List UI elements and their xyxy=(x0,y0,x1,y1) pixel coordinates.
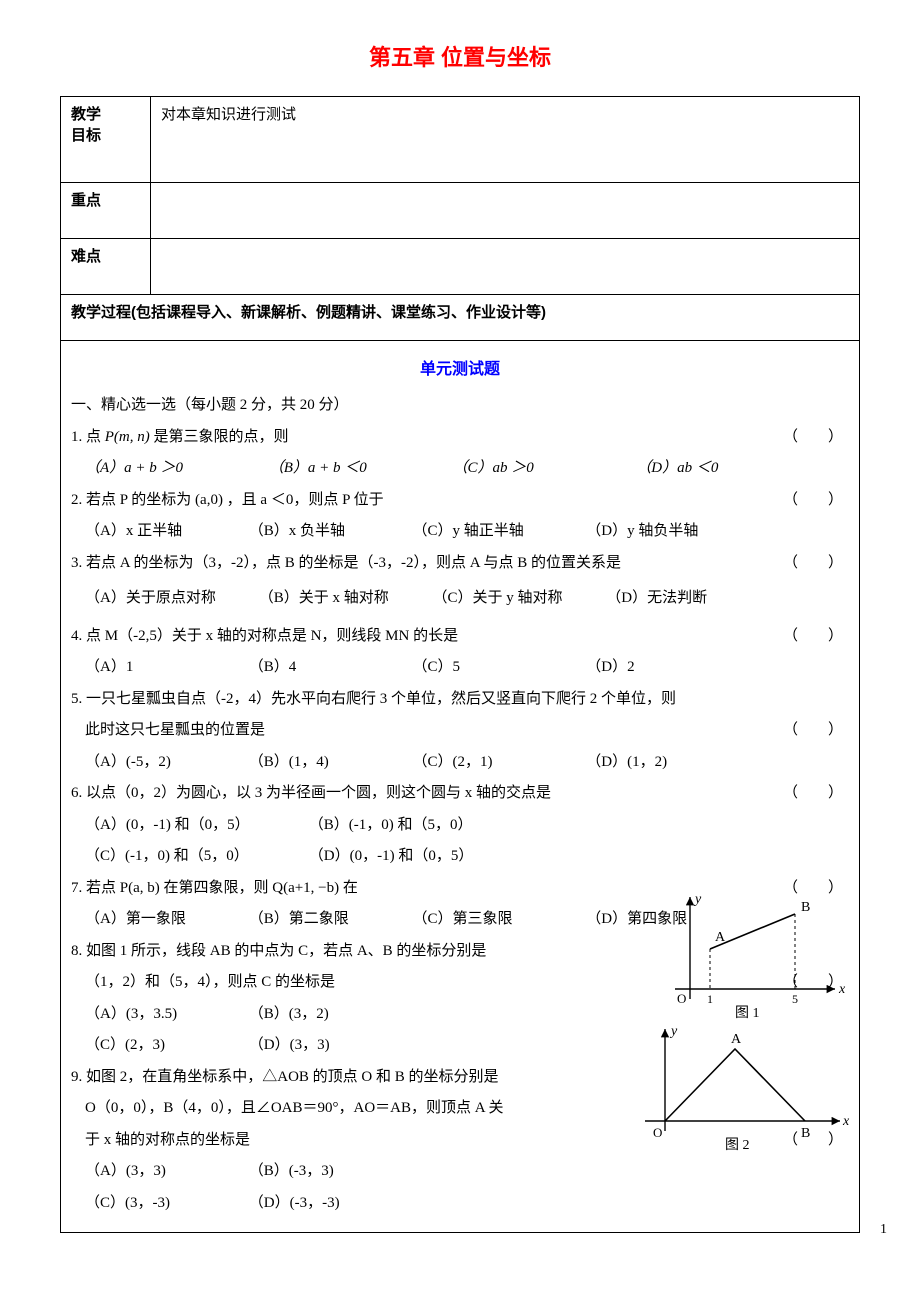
q1-pre: 1. 点 xyxy=(71,429,105,445)
q7-stem: 7. 若点 P(a, b) 在第四象限，则 Q(a+1, −b) 在 xyxy=(71,880,358,896)
q1-b: （B）a + b ＜0 xyxy=(269,456,449,482)
q5-text1: 5. 一只七星瓢虫自点（-2，4）先水平向右爬行 3 个单位，然后又竖直向下爬行… xyxy=(71,687,849,713)
q7-b: （B）第二象限 xyxy=(249,907,409,933)
q3-options: （A）关于原点对称 （B）关于 x 轴对称 （C）关于 y 轴对称 （D）无法判… xyxy=(71,586,849,612)
part1-header: 一、精心选一选（每小题 2 分，共 20 分） xyxy=(71,393,849,419)
q1-d: （D）ab ＜0 xyxy=(636,456,718,482)
fig2-O: O xyxy=(653,1125,662,1140)
q4-blank: （ ） xyxy=(783,624,843,650)
fig1-y: y xyxy=(693,892,702,907)
content-box: 单元测试题 一、精心选一选（每小题 2 分，共 20 分） 1. 点 P(m, … xyxy=(60,341,860,1233)
fig1-O: O xyxy=(677,991,686,1006)
q5-a: （A）(-5，2) xyxy=(85,750,245,776)
q4-c: （C）5 xyxy=(413,655,583,681)
q4-b: （B）4 xyxy=(249,655,409,681)
q2-stem: 2. 若点 P 的坐标为 (a,0) ，且 a ＜0，则点 P 位于 xyxy=(71,492,384,508)
q3-c: （C）关于 y 轴对称 xyxy=(433,586,603,612)
fig1-B: B xyxy=(801,900,810,915)
q1-a: （A）a + b ＞0 xyxy=(85,456,265,482)
fig1-caption: 图 1 xyxy=(735,1006,760,1019)
q8-b: （B）(3，2) xyxy=(249,1002,329,1028)
q8-d: （D）(3，3) xyxy=(249,1033,330,1059)
q2-c: （C）y 轴正半轴 xyxy=(413,519,583,545)
q9-options-row1: （A）(3，3) （B）(-3，3) xyxy=(71,1159,849,1185)
q5-d: （D）(1，2) xyxy=(586,750,667,776)
q3-text: 3. 若点 A 的坐标为（3，-2），点 B 的坐标是（-3，-2），则点 A … xyxy=(71,551,849,577)
fig1-x: x xyxy=(838,982,846,997)
q6-blank: （ ） xyxy=(783,781,843,807)
chapter-title: 第五章 位置与坐标 xyxy=(60,40,860,72)
q7-a: （A）第一象限 xyxy=(85,907,245,933)
q1-blank: （ ） xyxy=(783,425,843,451)
q6-a: （A）(0，-1) 和（0，5） xyxy=(85,813,305,839)
q9-a: （A）(3，3) xyxy=(85,1159,245,1185)
q9-d: （D）(-3，-3) xyxy=(249,1191,340,1217)
q1-post: 是第三象限的点，则 xyxy=(150,429,289,445)
fig1-t5: 5 xyxy=(792,992,798,1006)
q3-stem: 3. 若点 A 的坐标为（3，-2），点 B 的坐标是（-3，-2），则点 A … xyxy=(71,555,621,571)
fig1-A: A xyxy=(715,930,726,945)
q2-options: （A）x 正半轴 （B）x 负半轴 （C）y 轴正半轴 （D）y 轴负半轴 xyxy=(71,519,849,545)
q6-stem: 6. 以点（0，2）为圆心，以 3 为半径画一个圆，则这个圆与 x 轴的交点是 xyxy=(71,785,551,801)
meta-process: 教学过程(包括课程导入、新课解析、例题精讲、课堂练习、作业设计等) xyxy=(61,295,860,341)
q9-stem3: 于 x 轴的对称点的坐标是 xyxy=(85,1132,250,1148)
q8-c: （C）(2，3) xyxy=(85,1033,245,1059)
q3-a: （A）关于原点对称 xyxy=(85,586,255,612)
q2-text: 2. 若点 P 的坐标为 (a,0) ，且 a ＜0，则点 P 位于 （ ） xyxy=(71,488,849,514)
q2-blank: （ ） xyxy=(783,488,843,514)
q6-text: 6. 以点（0，2）为圆心，以 3 为半径画一个圆，则这个圆与 x 轴的交点是 … xyxy=(71,781,849,807)
q6-c: （C）(-1，0) 和（5，0） xyxy=(85,844,305,870)
fig1-t1: 1 xyxy=(707,992,713,1006)
meta-table: 教学 目标 对本章知识进行测试 重点 难点 教学过程(包括课程导入、新课解析、例… xyxy=(60,96,860,341)
q5-blank: （ ） xyxy=(783,718,843,744)
fig2-A: A xyxy=(731,1032,742,1047)
meta-value-goal: 对本章知识进行测试 xyxy=(151,97,860,183)
q5-text2: 此时这只七星瓢虫的位置是 （ ） xyxy=(71,718,849,744)
figure-2: A B O x y 图 2 xyxy=(635,1021,855,1151)
q5-stem2: 此时这只七星瓢虫的位置是 xyxy=(85,722,265,738)
q2-d: （D）y 轴负半轴 xyxy=(586,519,698,545)
q7-c: （C）第三象限 xyxy=(413,907,583,933)
q2-b: （B）x 负半轴 xyxy=(249,519,409,545)
page-number: 1 xyxy=(880,1222,887,1238)
meta-value-key xyxy=(151,183,860,239)
meta-label-hard: 难点 xyxy=(61,239,151,295)
q6-options-row1: （A）(0，-1) 和（0，5） （B）(-1，0) 和（5，0） xyxy=(71,813,849,839)
q3-d: （D）无法判断 xyxy=(606,586,707,612)
q3-blank: （ ） xyxy=(783,551,843,577)
fig2-y: y xyxy=(669,1024,678,1039)
q6-b: （B）(-1，0) 和（5，0） xyxy=(309,813,473,839)
meta-label-key: 重点 xyxy=(61,183,151,239)
figure-1: A B O 1 5 x y 图 1 xyxy=(655,889,855,1019)
q9-c: （C）(3，-3) xyxy=(85,1191,245,1217)
q3-b: （B）关于 x 轴对称 xyxy=(259,586,429,612)
q1-text: 1. 点 P(m, n) 是第三象限的点，则 （ ） xyxy=(71,425,849,451)
q8-a: （A）(3，3.5) xyxy=(85,1002,245,1028)
fig2-B: B xyxy=(801,1126,810,1141)
q9-b: （B）(-3，3) xyxy=(249,1159,334,1185)
q4-d: （D）2 xyxy=(586,655,634,681)
q4-text: 4. 点 M（-2,5）关于 x 轴的对称点是 N，则线段 MN 的长是 （ ） xyxy=(71,624,849,650)
q5-b: （B）(1，4) xyxy=(249,750,409,776)
fig2-caption: 图 2 xyxy=(725,1138,750,1151)
q9-options-row2: （C）(3，-3) （D）(-3，-3) xyxy=(71,1191,849,1217)
q5-options: （A）(-5，2) （B）(1，4) （C）(2，1) （D）(1，2) xyxy=(71,750,849,776)
section-title: 单元测试题 xyxy=(71,355,849,379)
fig2-x: x xyxy=(842,1114,850,1129)
q6-d: （D）(0，-1) 和（0，5） xyxy=(309,844,474,870)
q1-pmn: P(m, n) xyxy=(105,429,150,445)
q1-c: （C）ab ＞0 xyxy=(453,456,633,482)
meta-label-goal: 教学 目标 xyxy=(61,97,151,183)
q4-a: （A）1 xyxy=(85,655,245,681)
q2-a: （A）x 正半轴 xyxy=(85,519,245,545)
meta-value-hard xyxy=(151,239,860,295)
q1-options: （A）a + b ＞0 （B）a + b ＜0 （C）ab ＞0 （D）ab ＜… xyxy=(71,456,849,482)
q6-options-row2: （C）(-1，0) 和（5，0） （D）(0，-1) 和（0，5） xyxy=(71,844,849,870)
q4-stem: 4. 点 M（-2,5）关于 x 轴的对称点是 N，则线段 MN 的长是 xyxy=(71,628,458,644)
q4-options: （A）1 （B）4 （C）5 （D）2 xyxy=(71,655,849,681)
q8-stem2: （1，2）和（5，4），则点 C 的坐标是 xyxy=(85,974,335,990)
q5-c: （C）(2，1) xyxy=(413,750,583,776)
